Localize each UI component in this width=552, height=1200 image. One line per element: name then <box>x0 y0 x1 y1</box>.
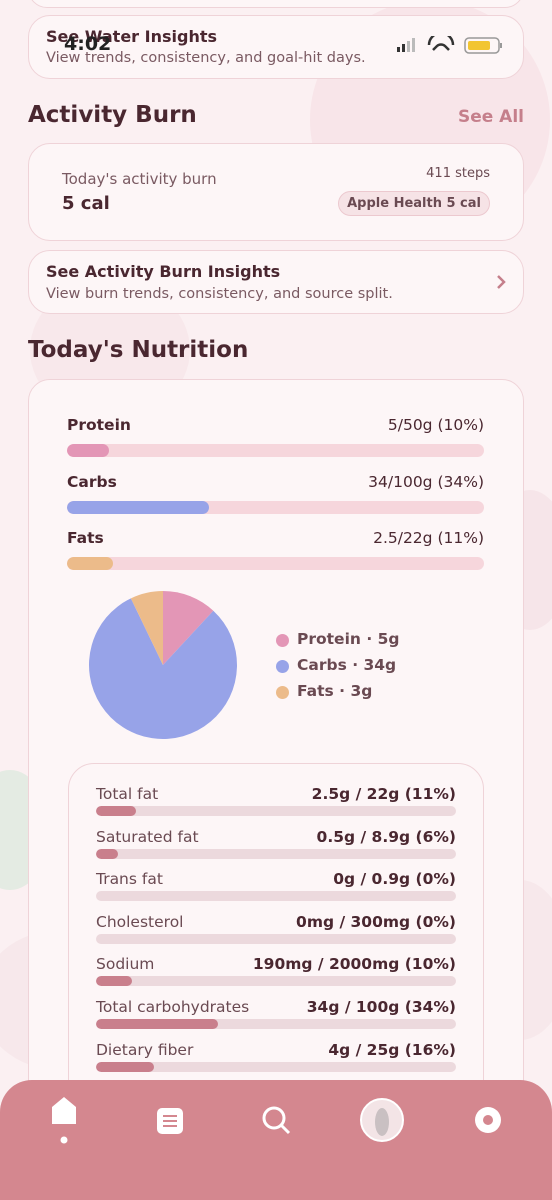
card-subtitle: View burn trends, consistency, and sourc… <box>46 286 393 302</box>
card-title: See Water Insights <box>46 27 217 46</box>
nutrient-track <box>96 1061 456 1072</box>
macro-name: Fats <box>67 529 104 547</box>
nutrient-bar <box>96 1061 154 1072</box>
section-heading: Today's Nutrition <box>28 337 249 363</box>
nutrient-name: Trans fat <box>96 870 163 889</box>
section-heading: Activity Burn <box>28 102 197 128</box>
nutrient-track <box>96 1019 456 1029</box>
steps: 411 steps <box>426 166 490 181</box>
nutrient-name: Sodium <box>96 955 155 974</box>
nutrient-track <box>96 933 456 944</box>
nutrient-amount: 34g / 100g (34%) <box>306 998 456 1016</box>
card-subtitle: View trends, consistency, and goal-hit d… <box>46 50 366 66</box>
legend-swatch <box>276 634 289 647</box>
nutrient-name: Total carbohydrates <box>96 998 250 1016</box>
macro-name: Carbs <box>67 472 117 491</box>
legend-label: Carbs · 34g <box>297 656 397 674</box>
see-all-link[interactable]: See All <box>457 107 524 127</box>
nutrient-bar <box>96 976 132 987</box>
search-icon[interactable] <box>262 1106 286 1130</box>
macro-bar <box>67 444 109 457</box>
macro-bar <box>67 557 113 570</box>
legend-label: Fats · 3g <box>297 682 373 700</box>
card-title: See Activity Burn Insights <box>46 262 281 281</box>
macro-amount: 5/50g (10%) <box>387 416 484 434</box>
water-insights-card[interactable]: See Water Insights View trends, consiste… <box>28 15 524 79</box>
home-icon[interactable] <box>52 1097 76 1124</box>
nutrient-amount: 0.5g / 8.9g (6%) <box>316 827 456 846</box>
nutrient-name: Saturated fat <box>96 827 199 846</box>
macro-track <box>67 444 484 457</box>
macro-amount: 34/100g (34%) <box>368 472 484 491</box>
status-time: 4:02 <box>64 33 112 55</box>
macro-pie <box>89 591 237 739</box>
nutrient-name: Dietary fiber <box>96 1040 194 1059</box>
pie-slice <box>130 591 163 665</box>
macro-name: Protein <box>67 416 131 434</box>
nutrient-track <box>96 848 456 859</box>
nutrient-track <box>96 976 456 987</box>
chevron <box>497 275 506 289</box>
activity-value: 5 cal <box>62 193 110 214</box>
nutrient-amount: 0mg / 300mg (0%) <box>296 912 456 931</box>
activity-label: Today's activity burn <box>62 170 217 188</box>
nutrient-amount: 2.5g / 22g (11%) <box>311 785 456 803</box>
macro-bar <box>67 500 209 514</box>
nutrient-bar <box>96 848 118 859</box>
nutrient-name: Total fat <box>96 785 159 803</box>
source-pill: Apple Health 5 cal <box>338 191 490 216</box>
nav-icons <box>52 1097 501 1144</box>
nutrient-track <box>96 806 456 816</box>
status-icons <box>397 36 502 54</box>
macro-track <box>67 557 484 570</box>
nutrient-amount: 0g / 0.9g (0%) <box>333 870 456 889</box>
bottom-nav <box>0 1080 552 1200</box>
pie-slice <box>89 598 237 739</box>
activity-insights-card[interactable]: See Activity Burn Insights View burn tre… <box>28 250 524 314</box>
nutrient-name: Cholesterol <box>96 912 184 931</box>
nutrient-amount: 190mg / 2000mg (10%) <box>252 955 456 974</box>
macro-track <box>67 500 484 514</box>
pie-slice <box>163 591 214 665</box>
nutrient-bar <box>96 806 136 816</box>
nutrient-bar <box>96 1019 219 1029</box>
legend-label: Protein · 5g <box>297 630 400 648</box>
nutrient-track <box>96 891 456 902</box>
activity-card: Today's activity burn 5 cal 411 steps Ap… <box>28 143 524 241</box>
legend-swatch <box>276 660 289 673</box>
nutrient-amount: 4g / 25g (16%) <box>328 1040 456 1059</box>
legend-swatch <box>276 686 289 699</box>
macro-amount: 2.5/22g (11%) <box>373 529 484 547</box>
